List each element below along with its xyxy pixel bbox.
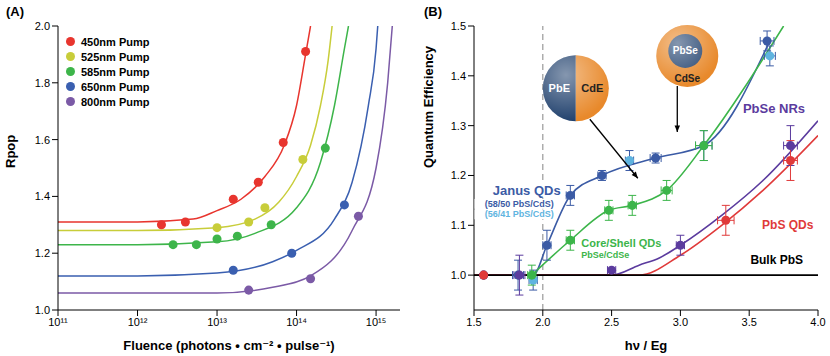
svg-text:10¹¹: 10¹¹: [48, 316, 68, 328]
svg-text:10¹²: 10¹²: [128, 316, 148, 328]
svg-text:CdE: CdE: [581, 82, 603, 94]
svg-text:4.0: 4.0: [810, 316, 825, 328]
svg-text:1.4: 1.4: [451, 70, 466, 82]
svg-text:3.5: 3.5: [742, 316, 757, 328]
svg-text:PbSe: PbSe: [673, 45, 698, 56]
svg-text:PbSe NRs: PbSe NRs: [743, 101, 805, 116]
html-text:525nm Pump: 525nm Pump: [81, 50, 150, 63]
svg-text:10¹³: 10¹³: [207, 316, 227, 328]
svg-text:PbSe/CdSe: PbSe/CdSe: [581, 250, 629, 260]
html-text:585nm Pump: 585nm Pump: [81, 65, 150, 78]
svg-text:Rpop: Rpop: [3, 135, 18, 168]
svg-text:1.2: 1.2: [451, 169, 466, 181]
svg-text:1.5: 1.5: [451, 20, 466, 32]
svg-text:10¹⁴: 10¹⁴: [286, 316, 307, 328]
html-text:650nm Pump: 650nm Pump: [81, 80, 150, 93]
svg-text:Bulk PbS: Bulk PbS: [750, 253, 803, 267]
html-text:800nm Pump: 800nm Pump: [81, 95, 150, 108]
svg-text:Core/Shell QDs: Core/Shell QDs: [581, 237, 661, 249]
svg-text:Fluence (photons • cm⁻² • puls: Fluence (photons • cm⁻² • pulse⁻¹): [123, 338, 334, 353]
svg-text:1.6: 1.6: [35, 134, 50, 146]
svg-text:(58/50 PbS/CdS): (58/50 PbS/CdS): [485, 199, 554, 209]
svg-text:10¹⁵: 10¹⁵: [366, 316, 386, 328]
html-text:(B): (B): [424, 4, 442, 19]
svg-text:hν / Eg: hν / Eg: [625, 338, 668, 353]
svg-text:2.5: 2.5: [604, 316, 619, 328]
svg-text:CdSe: CdSe: [674, 73, 700, 84]
svg-text:1.4: 1.4: [35, 190, 50, 202]
html-text:(A): (A): [6, 4, 24, 19]
svg-text:1.0: 1.0: [451, 269, 466, 281]
svg-text:Quantum Efficiency: Quantum Efficiency: [421, 45, 436, 168]
svg-text:2.0: 2.0: [535, 316, 550, 328]
svg-text:3.0: 3.0: [673, 316, 688, 328]
svg-text:1.2: 1.2: [35, 247, 50, 259]
svg-text:1.0: 1.0: [35, 304, 50, 316]
html-text:450nm Pump: 450nm Pump: [81, 35, 150, 48]
svg-text:1.8: 1.8: [35, 77, 50, 89]
svg-text:1.3: 1.3: [451, 120, 466, 132]
svg-text:PbS QDs: PbS QDs: [762, 218, 814, 232]
svg-text:1.5: 1.5: [466, 316, 481, 328]
svg-text:PbE: PbE: [549, 82, 570, 94]
svg-text:2.0: 2.0: [35, 20, 50, 32]
svg-text:1.1: 1.1: [451, 219, 466, 231]
svg-text:Janus QDs: Janus QDs: [493, 183, 561, 198]
svg-text:(56/41 PbS/CdS): (56/41 PbS/CdS): [485, 209, 554, 219]
